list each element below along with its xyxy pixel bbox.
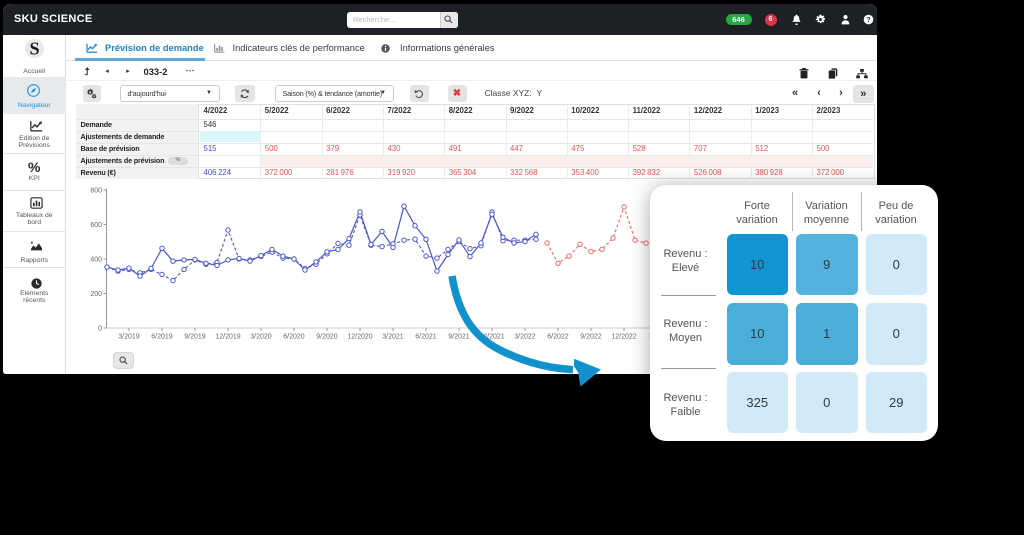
svg-text:3/2021: 3/2021 <box>382 334 404 341</box>
svg-text:12/2019: 12/2019 <box>215 334 240 341</box>
svg-text:3/2019: 3/2019 <box>118 334 140 341</box>
svg-text:800: 800 <box>90 187 102 194</box>
svg-text:600: 600 <box>90 222 102 229</box>
svg-text:9/2022: 9/2022 <box>580 334 602 341</box>
svg-text:?: ? <box>866 17 870 24</box>
svg-text:S: S <box>29 39 39 59</box>
svg-text:6/2022: 6/2022 <box>547 334 569 341</box>
svg-text:400: 400 <box>90 256 102 263</box>
svg-text:12/2022: 12/2022 <box>611 334 636 341</box>
svg-text:12/2020: 12/2020 <box>347 334 372 341</box>
svg-text:3/2020: 3/2020 <box>250 334 272 341</box>
svg-text:12/2021: 12/2021 <box>479 334 504 341</box>
svg-text:9/2021: 9/2021 <box>448 334 470 341</box>
svg-text:6/2021: 6/2021 <box>415 334 437 341</box>
svg-text:6/2020: 6/2020 <box>283 334 305 341</box>
svg-text:9/2020: 9/2020 <box>316 334 338 341</box>
svg-text:3/2022: 3/2022 <box>514 334 536 341</box>
svg-text:0: 0 <box>98 325 102 332</box>
svg-text:9/2019: 9/2019 <box>184 334 206 341</box>
svg-text:6/2019: 6/2019 <box>151 334 173 341</box>
svg-text:200: 200 <box>90 291 102 298</box>
